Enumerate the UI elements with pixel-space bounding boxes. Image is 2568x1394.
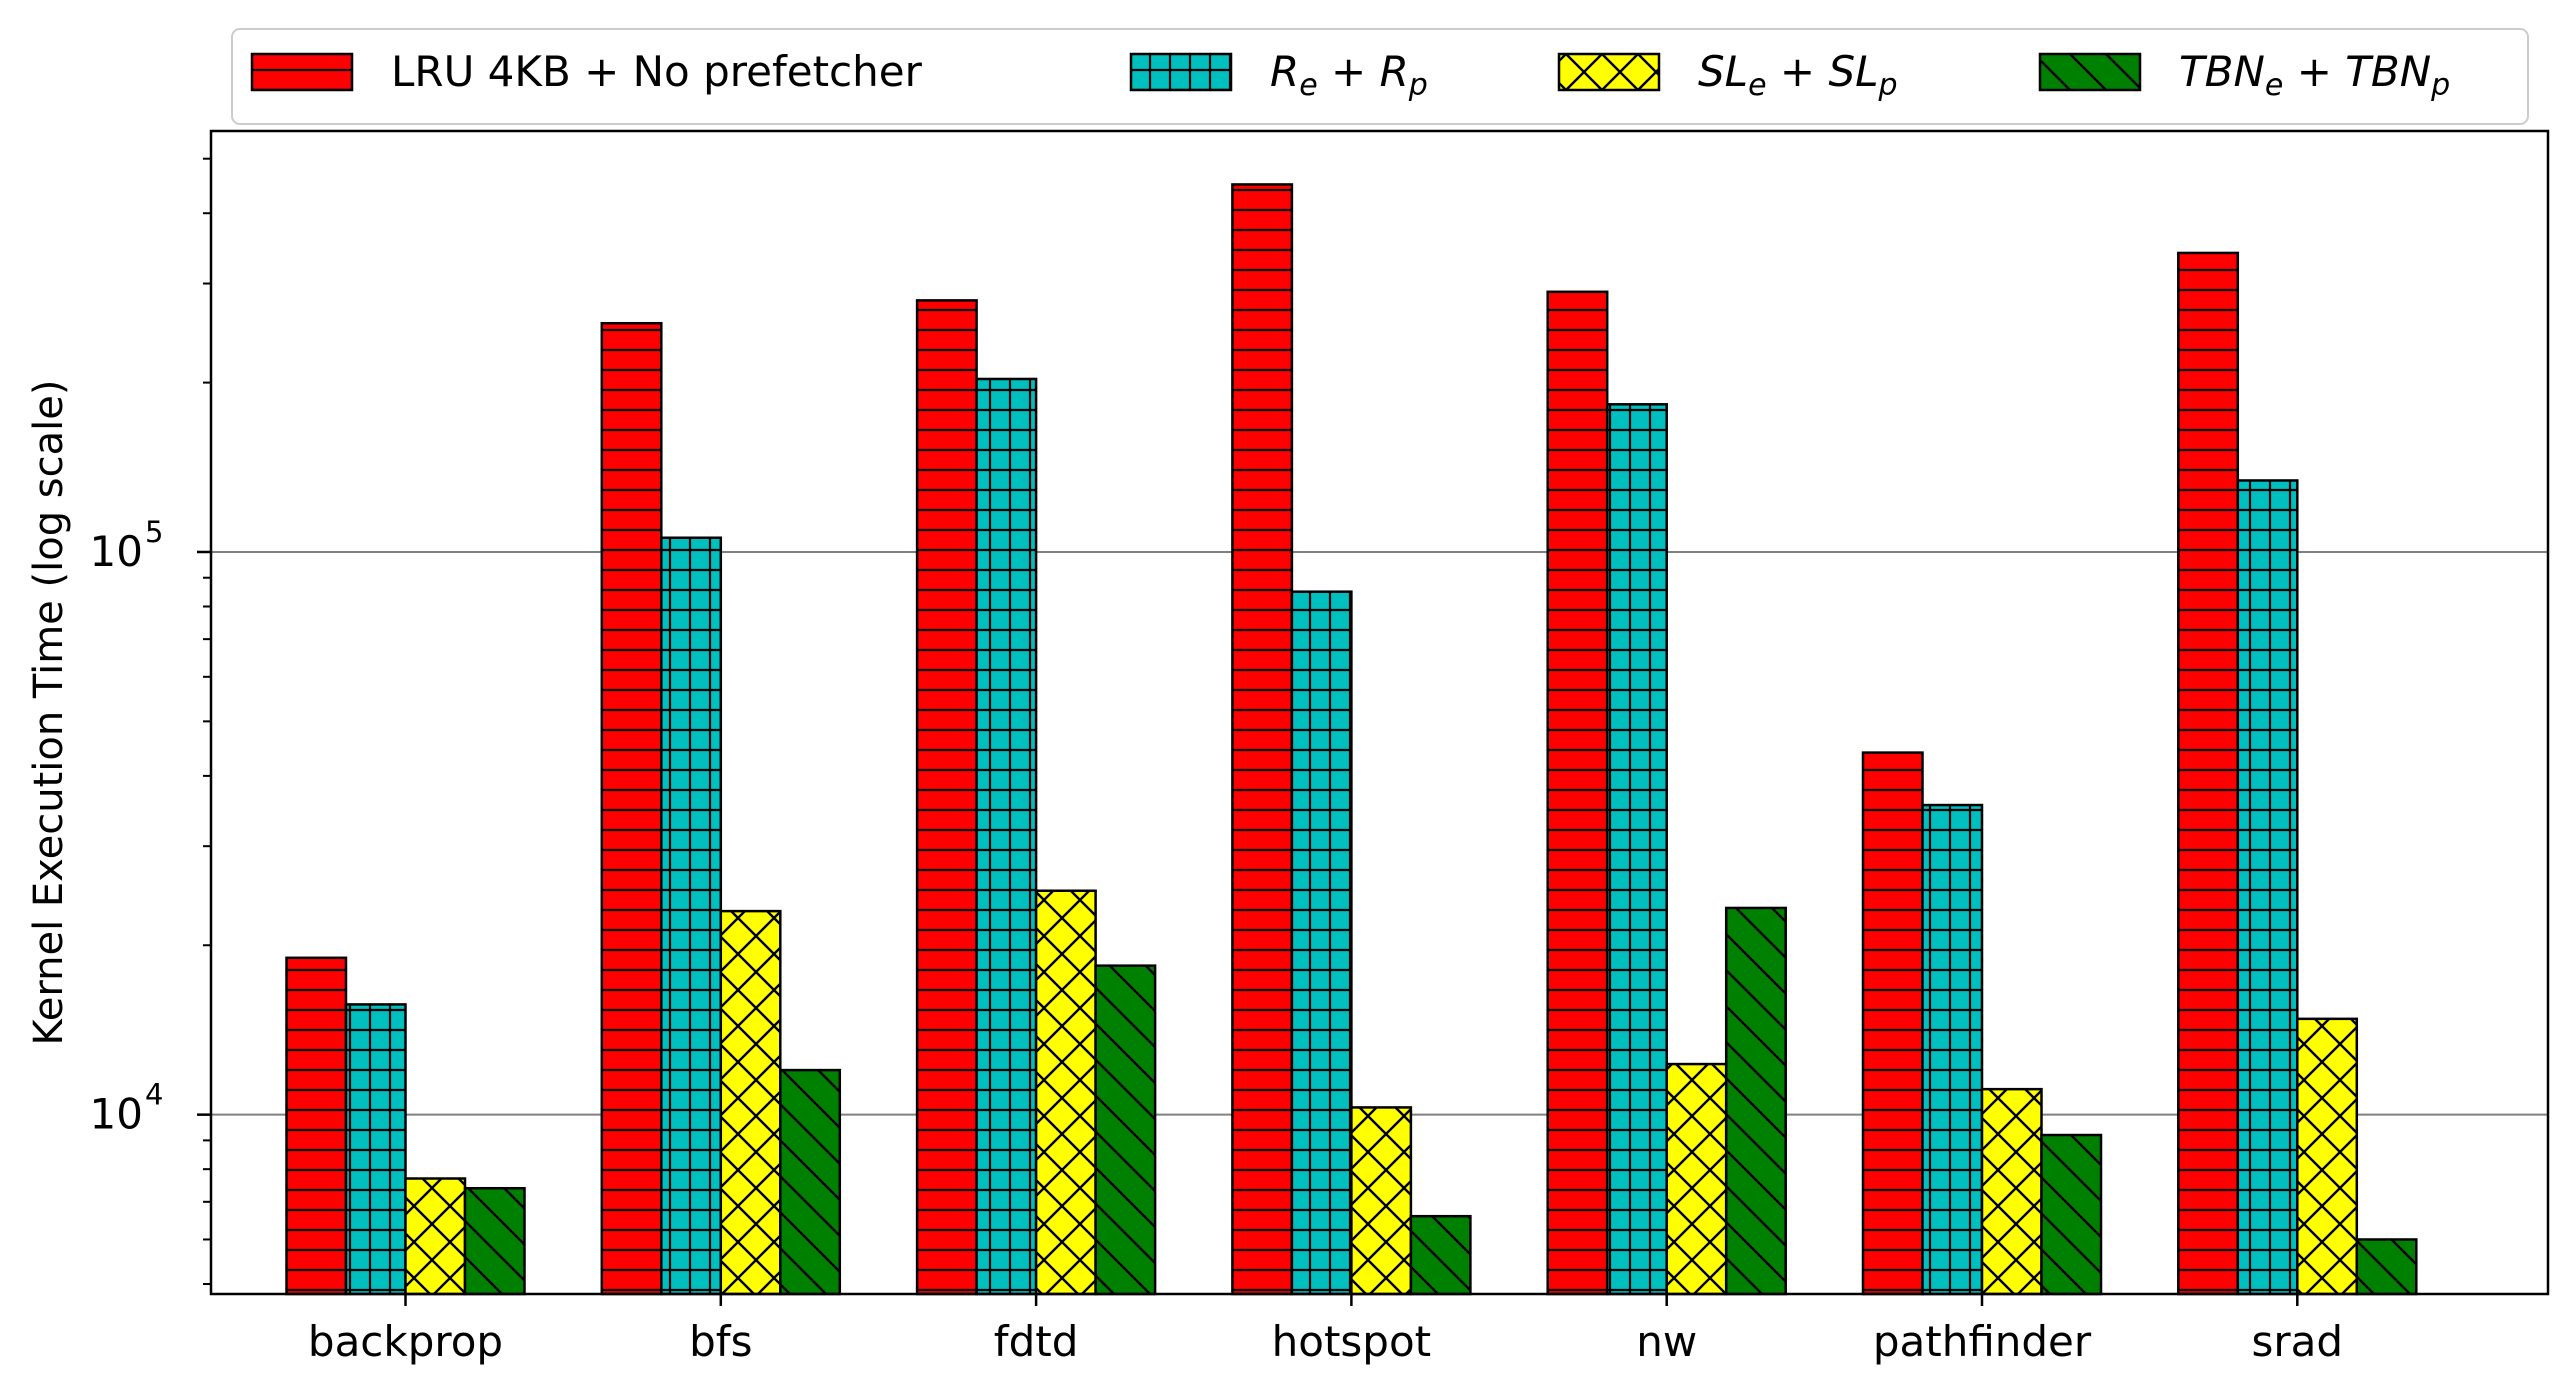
bar — [1546, 290, 1609, 1296]
bar — [2177, 251, 2240, 1296]
bar — [975, 377, 1038, 1296]
bar — [660, 536, 723, 1296]
legend-label: Re + Rp — [1270, 47, 1428, 103]
x-tick-label: nw — [1636, 1317, 1697, 1366]
bar — [285, 956, 348, 1296]
bar — [1409, 1214, 1472, 1296]
bar — [2355, 1238, 2418, 1296]
legend-swatch — [2038, 52, 2142, 92]
y-tick-label: 10 — [90, 527, 143, 576]
bar — [344, 1003, 407, 1296]
x-tick-label: pathfinder — [1873, 1317, 2092, 1366]
bar — [1724, 906, 1787, 1296]
bar — [719, 909, 782, 1296]
x-tick-label: backprop — [308, 1317, 503, 1366]
legend-swatch — [250, 52, 354, 92]
bar — [2296, 1017, 2359, 1296]
bar — [1861, 751, 1924, 1296]
bar — [404, 1177, 467, 1296]
bar — [1034, 889, 1097, 1296]
x-tick-label: fdtd — [994, 1317, 1079, 1366]
y-axis-label: Kernel Execution Time (log scale) — [26, 380, 72, 1046]
x-tick-label: srad — [2252, 1317, 2344, 1366]
bar — [2236, 479, 2299, 1296]
bar — [1094, 964, 1157, 1296]
bar — [779, 1068, 842, 1296]
legend-box — [231, 28, 2529, 125]
bar — [2040, 1133, 2103, 1296]
y-tick-exponent: 4 — [145, 1078, 163, 1112]
bars — [285, 183, 2418, 1296]
legend-label: TBNe + TBNp — [2179, 47, 2450, 103]
legend-label: LRU 4KB + No prefetcher — [391, 47, 923, 96]
bar — [463, 1186, 526, 1296]
bar — [1980, 1087, 2043, 1296]
y-tick-label: 10 — [90, 1090, 143, 1139]
x-axis: backprop bfs fdtd hotspot nw pathfinder srad — [308, 1294, 2343, 1366]
x-tick-label: hotspot — [1272, 1317, 1432, 1366]
x-tick-label: bfs — [689, 1317, 752, 1366]
y-tick-exponent: 5 — [145, 515, 163, 549]
legend-swatch — [1557, 52, 1661, 92]
bar — [915, 299, 978, 1296]
bar — [1350, 1106, 1413, 1296]
bar — [1290, 590, 1353, 1296]
legend: LRU 4KB + No prefetcher Re + Rp SLe + SLp T… — [231, 28, 2529, 125]
bar — [600, 321, 663, 1296]
legend-label: SLe + SLp — [1698, 47, 1898, 103]
bar — [1921, 803, 1984, 1296]
plot-frame — [209, 129, 2550, 1296]
bar — [1605, 403, 1668, 1296]
bar — [1665, 1062, 1728, 1296]
bar — [1231, 183, 1294, 1296]
legend-swatch — [1129, 52, 1233, 92]
